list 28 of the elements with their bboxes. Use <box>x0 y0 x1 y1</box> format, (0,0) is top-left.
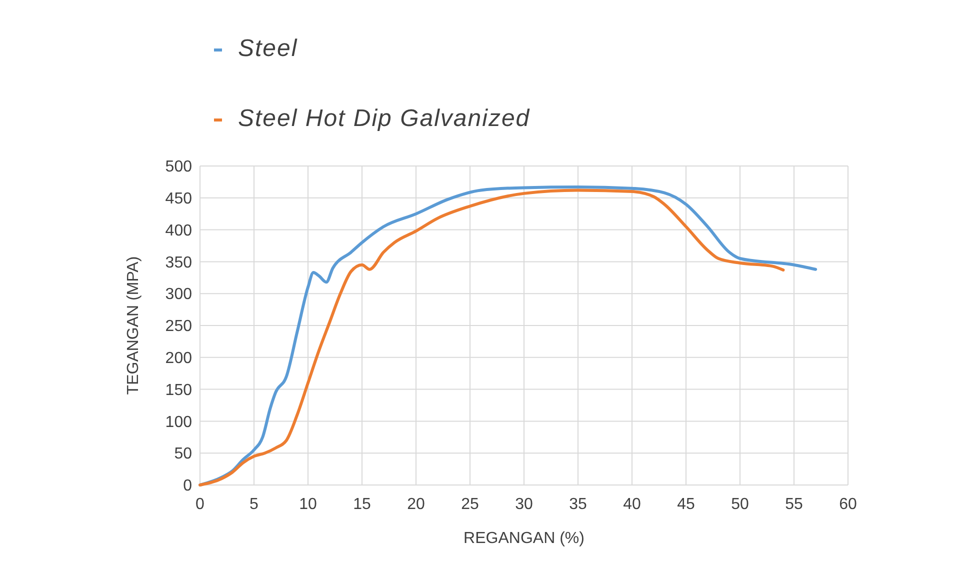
y-tick-label: 150 <box>165 382 192 399</box>
y-tick-label: 50 <box>174 446 192 463</box>
legend-label: Steel Hot Dip Galvanized <box>238 105 530 132</box>
legend-label: Steel <box>238 35 298 62</box>
y-tick-label: 450 <box>165 190 192 208</box>
y-tick-label: 300 <box>165 286 192 304</box>
y-tick-label: 250 <box>165 318 192 336</box>
x-tick-label: 0 <box>196 496 205 513</box>
x-tick-label: 40 <box>623 496 641 513</box>
y-tick-label: 400 <box>165 222 192 240</box>
x-tick-label: 10 <box>299 496 317 513</box>
x-tick-label: 60 <box>839 496 857 513</box>
y-tick-label: 350 <box>165 254 192 272</box>
x-tick-label: 55 <box>785 496 803 513</box>
x-tick-label: 15 <box>353 496 371 513</box>
y-axis-title: TEGANGAN (MPA) <box>125 256 142 395</box>
y-tick-label: 200 <box>165 350 192 367</box>
x-tick-label: 25 <box>461 496 479 513</box>
x-tick-label: 35 <box>569 496 587 513</box>
x-axis-title: REGANGAN (%) <box>464 530 584 547</box>
x-tick-label: 30 <box>515 496 533 513</box>
x-tick-label: 5 <box>250 496 259 513</box>
y-tick-label: 500 <box>165 158 192 176</box>
x-tick-label: 50 <box>731 496 749 513</box>
x-tick-label: 20 <box>407 496 425 513</box>
x-tick-label: 45 <box>677 496 695 513</box>
y-tick-label: 0 <box>183 478 192 495</box>
y-tick-label: 100 <box>165 414 192 431</box>
